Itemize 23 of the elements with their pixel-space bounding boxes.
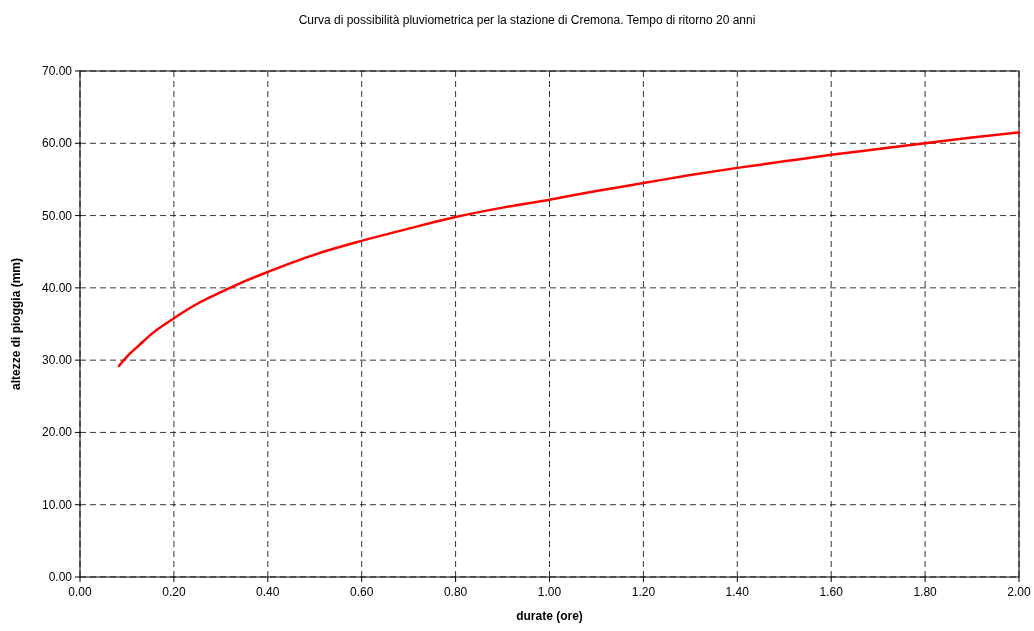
x-tick-label: 0.40 <box>256 585 280 599</box>
y-axis-title: altezze di pioggia (mm) <box>9 257 23 391</box>
line-series <box>117 131 1021 368</box>
y-tick-label: 60.00 <box>41 136 73 151</box>
y-tick-label: 20.00 <box>41 425 73 440</box>
y-tick-label: 40.00 <box>41 280 73 295</box>
x-axis-title: durate (ore) <box>516 609 583 623</box>
x-tick-label: 0.00 <box>68 585 92 599</box>
x-tick-label: 0.60 <box>350 585 374 599</box>
x-tick-label: 1.40 <box>725 585 750 599</box>
y-tick-label: 0.00 <box>48 570 73 584</box>
y-tick-label: 30.00 <box>41 353 73 368</box>
chart-title: Curva di possibilità pluviometrica per la stazione di Cremona. Tempo di ritorno 20 anni <box>298 13 756 27</box>
y-tick-label: 70.00 <box>41 64 73 78</box>
y-tick-label: 10.00 <box>41 497 73 512</box>
x-tick-label: 1.20 <box>631 585 656 599</box>
x-tick-label: 0.20 <box>162 585 186 599</box>
x-tick-label: 1.80 <box>913 585 938 599</box>
x-tick-label: 1.00 <box>537 585 562 599</box>
x-tick-label: 0.80 <box>443 585 468 599</box>
x-tick-label: 2.00 <box>1007 585 1031 599</box>
x-tick-label: 1.60 <box>819 585 844 599</box>
y-tick-label: 50.00 <box>41 208 73 223</box>
